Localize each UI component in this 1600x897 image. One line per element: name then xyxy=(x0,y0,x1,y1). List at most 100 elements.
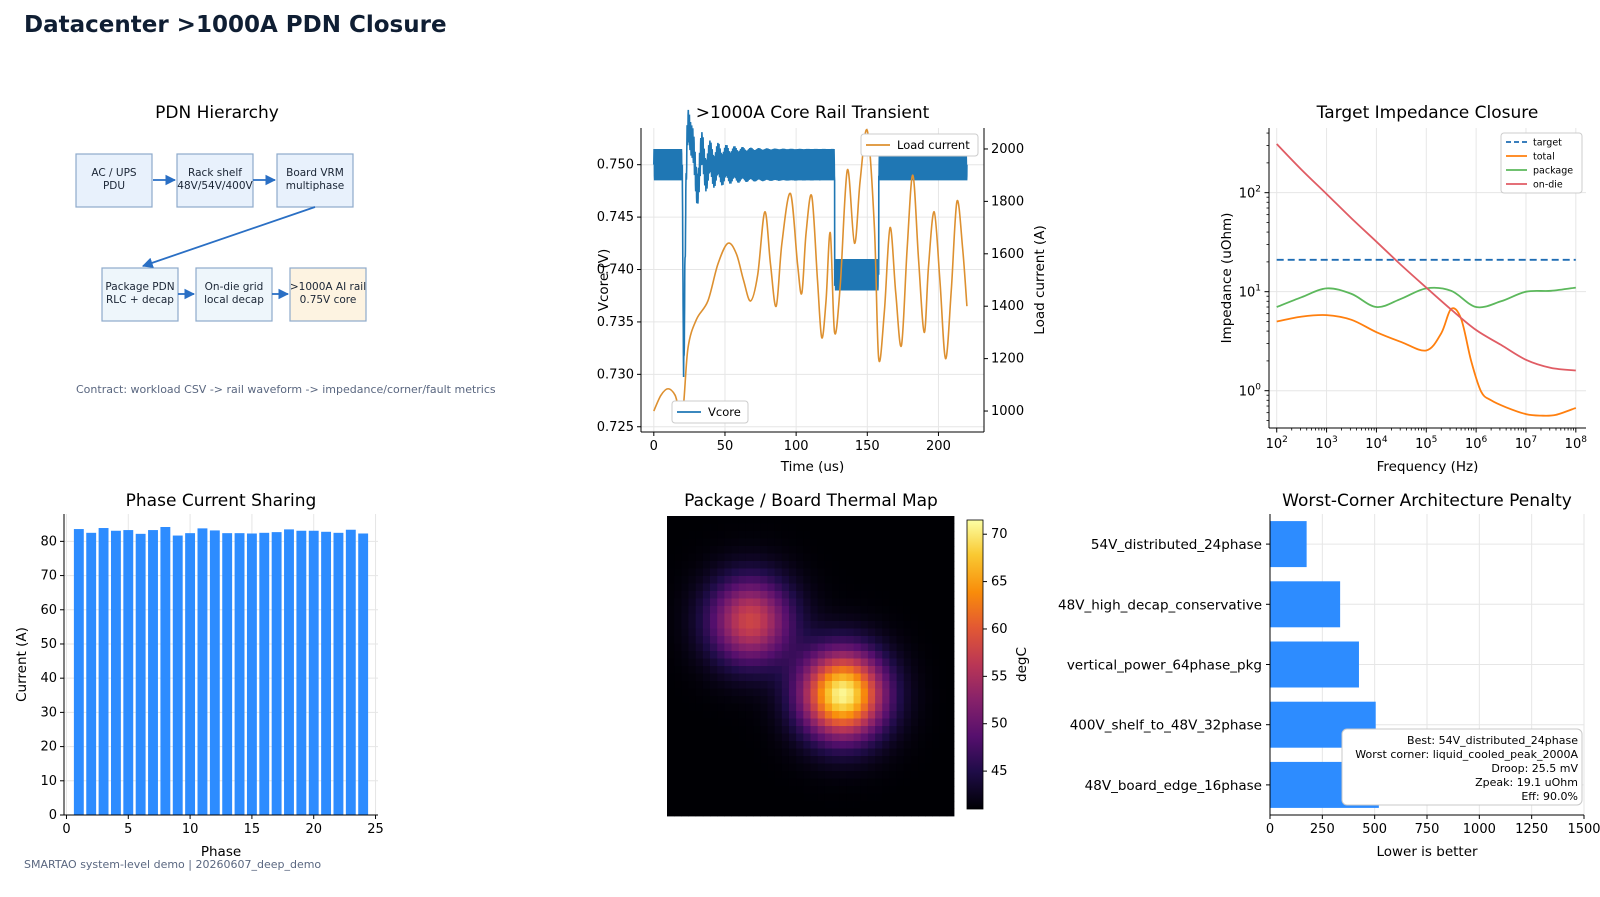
heatmap-cell xyxy=(753,733,761,742)
heatmap-cell xyxy=(745,696,754,704)
heatmap-cell xyxy=(731,561,740,569)
heatmap-cell xyxy=(753,531,761,539)
heatmap-cell xyxy=(738,756,747,764)
heatmap-cell xyxy=(846,748,854,757)
heatmap-cell xyxy=(695,696,704,704)
phase-bar xyxy=(345,529,356,815)
heatmap-cell xyxy=(932,583,941,592)
heatmap-cell xyxy=(695,793,704,802)
heatmap-cell xyxy=(710,531,718,539)
heatmap-cell xyxy=(918,778,926,787)
x-tick-label: 150 xyxy=(855,439,880,454)
heatmap-cell xyxy=(788,741,797,749)
heatmap-cell xyxy=(875,733,883,742)
heatmap-cell xyxy=(903,523,912,532)
heatmap-cell xyxy=(710,673,718,682)
heatmap-cell xyxy=(753,808,761,817)
heatmap-cell xyxy=(702,576,711,584)
heatmap-cell xyxy=(925,688,933,697)
heatmap-cell xyxy=(796,576,804,584)
heatmap-cell xyxy=(674,643,682,652)
heatmap-cell xyxy=(710,583,718,592)
heatmap-cell xyxy=(875,703,883,712)
heatmap-cell xyxy=(760,718,768,727)
heatmap-cell xyxy=(882,688,890,697)
heatmap-cell xyxy=(788,808,797,817)
heatmap-cell xyxy=(796,636,804,644)
heatmap-cell xyxy=(788,688,797,697)
heatmap-cell xyxy=(918,583,926,592)
heatmap-cell xyxy=(867,538,876,547)
heatmap-cell xyxy=(803,733,811,742)
heatmap-cell xyxy=(745,561,754,569)
heatmap-cell xyxy=(717,703,725,712)
heatmap-cell xyxy=(724,771,732,779)
phase-bar xyxy=(110,530,121,815)
heatmap-cell xyxy=(738,778,747,787)
heatmap-cell xyxy=(738,726,747,734)
heatmap-cell xyxy=(781,628,790,637)
heatmap-cell xyxy=(738,763,747,772)
heatmap-cell xyxy=(896,688,905,697)
heatmap-cell xyxy=(946,741,955,749)
heatmap-cell xyxy=(939,628,948,637)
heatmap-cell xyxy=(939,793,948,802)
heatmap-cell xyxy=(910,718,919,727)
heatmap-cell xyxy=(710,756,718,764)
heatmap-cell xyxy=(932,561,941,569)
heatmap-cell xyxy=(745,808,754,817)
heatmap-cell xyxy=(667,523,675,532)
heatmap-cell xyxy=(946,531,955,539)
heatmap-cell xyxy=(760,606,768,614)
heatmap-cell xyxy=(918,531,926,539)
heatmap-cell xyxy=(788,771,797,779)
heatmap-cell xyxy=(731,643,740,652)
heatmap-cell xyxy=(781,636,790,644)
heatmap-cell xyxy=(788,793,797,802)
heatmap-cell xyxy=(824,643,833,652)
heatmap-cell xyxy=(910,786,919,794)
heatmap-cell xyxy=(889,583,897,592)
heatmap-cell xyxy=(724,643,732,652)
heatmap-cell xyxy=(803,786,811,794)
heatmap-cell xyxy=(788,576,797,584)
x-tick-label: 105 xyxy=(1415,435,1437,452)
heatmap-cell xyxy=(875,598,883,607)
heatmap-cell xyxy=(674,688,682,697)
heatmap-cell xyxy=(853,576,862,584)
heatmap-cell xyxy=(688,673,697,682)
heatmap-cell xyxy=(875,801,883,809)
heatmap-cell xyxy=(731,808,740,817)
heatmap-cell xyxy=(760,628,768,637)
heatmap-cell xyxy=(688,538,697,547)
heatmap-cell xyxy=(846,561,854,569)
heatmap-cell xyxy=(932,598,941,607)
node-label-rail: 0.75V core xyxy=(300,294,357,306)
heatmap-cell xyxy=(824,808,833,817)
heatmap-cell xyxy=(796,628,804,637)
heatmap-cell xyxy=(681,538,689,547)
heatmap-cell xyxy=(745,763,754,772)
y-tick-label: 40 xyxy=(40,671,57,686)
heatmap-cell xyxy=(853,591,862,599)
heatmap-cell xyxy=(918,793,926,802)
heatmap-cell xyxy=(738,591,747,599)
heatmap-cell xyxy=(796,793,804,802)
heatmap-cell xyxy=(745,658,754,667)
heatmap-cell xyxy=(688,688,697,697)
heatmap-cell xyxy=(918,726,926,734)
heatmap-cell xyxy=(724,801,732,809)
x-tick-label: 108 xyxy=(1565,435,1588,452)
heatmap-cell xyxy=(753,546,761,554)
heatmap-cell xyxy=(946,628,955,637)
heatmap-cell xyxy=(753,703,761,712)
heatmap-cell xyxy=(803,643,811,652)
heatmap-cell xyxy=(688,523,697,532)
heatmap-cell xyxy=(695,591,704,599)
heatmap-cell xyxy=(724,651,732,659)
heatmap-cell xyxy=(910,793,919,802)
heatmap-cell xyxy=(939,666,948,674)
heatmap-cell xyxy=(745,786,754,794)
phase-bar xyxy=(160,526,171,815)
heatmap-cell xyxy=(674,733,682,742)
